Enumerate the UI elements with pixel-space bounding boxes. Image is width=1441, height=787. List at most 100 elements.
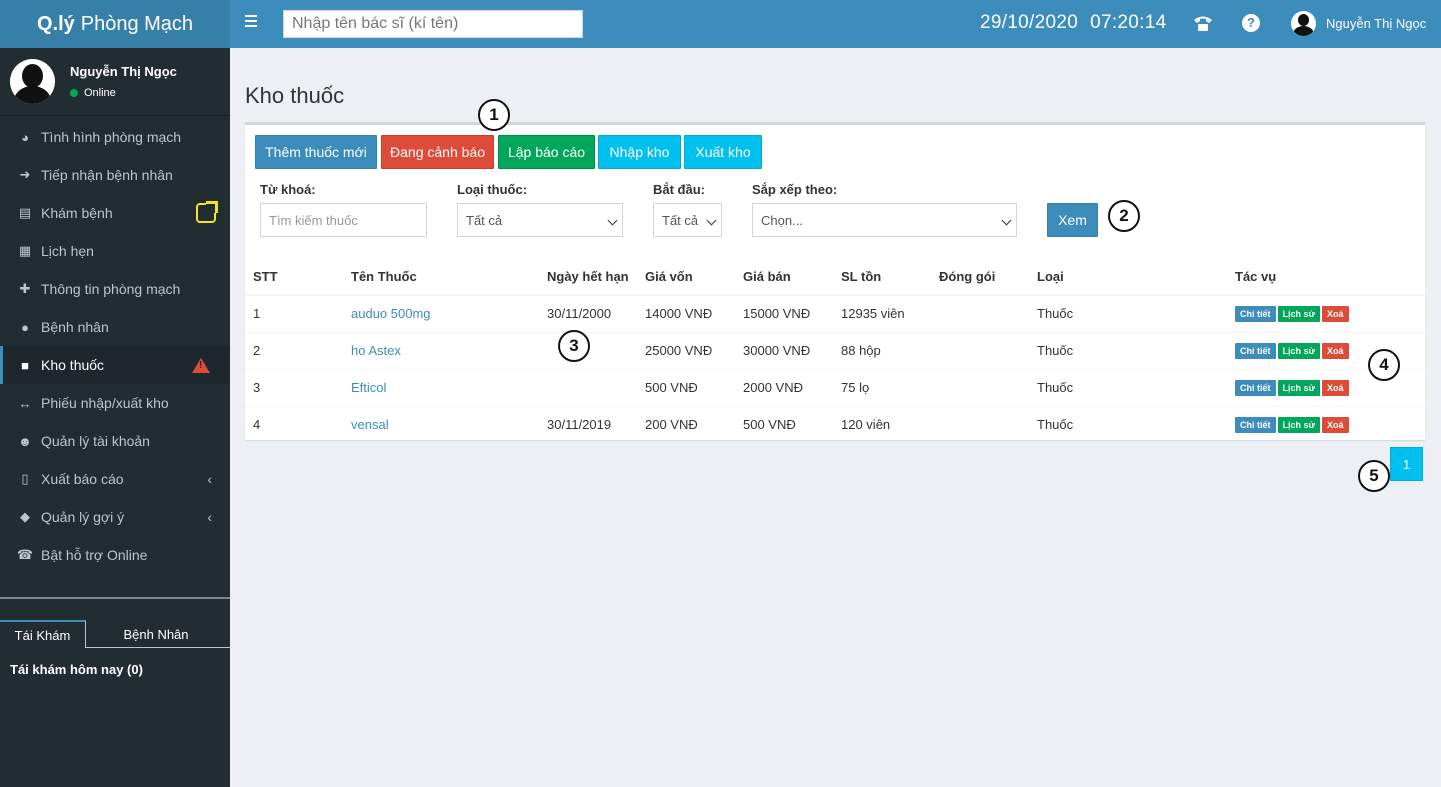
sidebar-item-kho-thuoc[interactable]: ■ Kho thuốc bbox=[0, 346, 230, 384]
clipboard-icon: ▤ bbox=[18, 205, 32, 220]
type-label: Loại thuốc: bbox=[457, 182, 528, 197]
detail-button[interactable]: Chi tiết bbox=[1235, 343, 1276, 359]
cell-cost: 200 VNĐ bbox=[637, 405, 735, 443]
sign-in-icon: ➜ bbox=[19, 167, 31, 182]
export-button[interactable]: Xuất kho bbox=[684, 135, 762, 169]
cell-type: Thuốc bbox=[1029, 368, 1227, 406]
sort-select[interactable]: Chọn... bbox=[752, 203, 1017, 237]
col-header[interactable]: SL tồn bbox=[833, 258, 931, 296]
col-header[interactable]: Ngày hết hạn bbox=[539, 258, 637, 296]
medicine-name-link[interactable]: ho Astex bbox=[343, 331, 539, 369]
col-header[interactable]: Tên Thuốc bbox=[343, 258, 539, 296]
callout-marker: 5 bbox=[1358, 460, 1390, 492]
sidebar-item-quan-ly-tai-khoan[interactable]: ☻ Quản lý tài khoản bbox=[18, 433, 150, 449]
report-button[interactable]: Lập báo cáo bbox=[498, 135, 595, 169]
warning-button[interactable]: Đang cảnh báo bbox=[381, 135, 494, 169]
table-row: 2 ho Astex 25000 VNĐ 30000 VNĐ 88 hộp Th… bbox=[245, 331, 1425, 369]
medicine-name-link[interactable]: Efticol bbox=[343, 368, 539, 406]
col-header[interactable]: Giá vốn bbox=[637, 258, 735, 296]
sidebar: Q.lý Phòng Mạch Nguyễn Thị Ngọc Online ◕… bbox=[0, 0, 230, 787]
col-header[interactable]: Đóng gói bbox=[931, 258, 1029, 296]
phone-icon: ☎ bbox=[16, 547, 34, 562]
sidebar-menu: ◕ Tình hình phòng mạch ➜ Tiếp nhận bệnh nh… bbox=[0, 118, 230, 574]
sidebar-item-tinh-hinh[interactable]: ◕ Tình hình phòng mạch bbox=[0, 118, 230, 156]
cell-pack bbox=[931, 368, 1029, 406]
top-header: 29/10/2020 07:20:14 ? Nguyễn Thị Ngọc bbox=[230, 0, 1441, 48]
tab-tai-kham[interactable]: Tái Khám bbox=[0, 620, 86, 648]
sidebar-user-name: Nguyễn Thị Ngọc bbox=[70, 64, 177, 79]
cell-actions: Chi tiết Lịch sử Xoá bbox=[1227, 368, 1425, 406]
sidebar-item-quan-ly-goi-y[interactable]: ◆ Quản lý gợi ý ‹ bbox=[20, 509, 212, 525]
history-button[interactable]: Lịch sử bbox=[1277, 306, 1321, 323]
cell-price: 2000 VNĐ bbox=[735, 368, 833, 406]
history-button[interactable]: Lịch sử bbox=[1277, 343, 1321, 359]
add-medicine-button[interactable]: Thêm thuốc mới bbox=[255, 135, 377, 169]
doctor-search-input[interactable] bbox=[283, 10, 583, 38]
delete-button[interactable]: Xoá bbox=[1322, 417, 1349, 434]
callout-marker: 4 bbox=[1368, 349, 1400, 381]
history-button[interactable]: Lịch sử bbox=[1277, 380, 1321, 396]
brand-logo[interactable]: Q.lý Phòng Mạch bbox=[0, 0, 230, 48]
start-label: Bắt đầu: bbox=[653, 182, 705, 197]
delete-button[interactable]: Xoá bbox=[1322, 343, 1349, 359]
delete-button[interactable]: Xoá bbox=[1322, 306, 1349, 323]
type-select[interactable]: Tất cả bbox=[457, 203, 623, 237]
sidebar-item-thong-tin[interactable]: ✚ Thông tin phòng mạch bbox=[19, 281, 181, 297]
cell-cost: 14000 VNĐ bbox=[637, 294, 735, 332]
cell-stock: 120 viên bbox=[833, 405, 931, 443]
cell-stt: 4 bbox=[245, 405, 343, 443]
delete-button[interactable]: Xoá bbox=[1322, 380, 1349, 396]
cell-stt: 1 bbox=[245, 294, 343, 332]
date-text: 29/10/2020 bbox=[980, 12, 1079, 33]
detail-button[interactable]: Chi tiết bbox=[1235, 417, 1276, 434]
avatar bbox=[10, 59, 55, 104]
sidebar-item-lich-hen[interactable]: ▦ Lịch hẹn bbox=[18, 243, 94, 259]
medicine-table: STT Tên Thuốc Ngày hết hạn Giá vốn Giá b… bbox=[245, 258, 1425, 443]
table-header-row: STT Tên Thuốc Ngày hết hạn Giá vốn Giá b… bbox=[245, 258, 1425, 296]
cell-stock: 12935 viên bbox=[833, 294, 931, 332]
inventory-box: Thêm thuốc mới Đang cảnh báo Lập báo cáo… bbox=[245, 122, 1425, 443]
chevron-down-icon bbox=[1001, 215, 1012, 226]
cell-actions: Chi tiết Lịch sử Xoá bbox=[1227, 294, 1425, 332]
tags-icon: ◆ bbox=[20, 509, 30, 524]
detail-button[interactable]: Chi tiết bbox=[1235, 306, 1276, 323]
cell-type: Thuốc bbox=[1029, 405, 1227, 443]
start-select[interactable]: Tất cả bbox=[653, 203, 722, 237]
pagination-page-1[interactable]: 1 bbox=[1390, 447, 1423, 481]
sidebar-item-tiep-nhan[interactable]: ➜ Tiếp nhận bệnh nhân bbox=[19, 167, 173, 183]
hamburger-menu-icon[interactable] bbox=[245, 15, 257, 27]
callout-marker: 2 bbox=[1108, 200, 1140, 232]
tab-benh-nhan[interactable]: Bệnh Nhân bbox=[123, 626, 189, 642]
medicine-name-link[interactable]: auduo 500mg bbox=[343, 294, 539, 332]
cell-stock: 75 lọ bbox=[833, 368, 931, 406]
col-header[interactable]: Giá bán bbox=[735, 258, 833, 296]
detail-button[interactable]: Chi tiết bbox=[1235, 380, 1276, 396]
cell-pack bbox=[931, 405, 1029, 443]
sidebar-item-xuat-bao-cao[interactable]: ▯ Xuất báo cáo ‹ bbox=[0, 460, 230, 498]
history-button[interactable]: Lịch sử bbox=[1277, 417, 1321, 434]
col-header[interactable]: Loại bbox=[1029, 258, 1227, 296]
arrows-h-icon: ↔ bbox=[18, 395, 32, 411]
import-button[interactable]: Nhập kho bbox=[598, 135, 681, 169]
chevron-left-icon: ‹ bbox=[207, 471, 212, 487]
cell-price: 500 VNĐ bbox=[735, 405, 833, 443]
sidebar-item-ho-tro-online[interactable]: ☎ Bật hỗ trợ Online bbox=[16, 547, 148, 563]
keyword-input[interactable]: Tìm kiếm thuốc bbox=[260, 203, 427, 237]
col-header[interactable]: STT bbox=[245, 258, 343, 296]
cell-pack bbox=[931, 294, 1029, 332]
sidebar-item-kham-benh[interactable]: ▤ Khám bệnh bbox=[0, 194, 230, 232]
medicine-name-link[interactable]: vensal bbox=[343, 405, 539, 443]
help-icon[interactable]: ? bbox=[1242, 14, 1260, 32]
cell-price: 15000 VNĐ bbox=[735, 294, 833, 332]
phone-icon[interactable] bbox=[1193, 14, 1213, 32]
header-avatar[interactable] bbox=[1291, 11, 1316, 36]
cell-actions: Chi tiết Lịch sử Xoá bbox=[1227, 405, 1425, 443]
chevron-left-icon: ‹ bbox=[207, 509, 212, 525]
table-row: 4 vensal 30/11/2019 200 VNĐ 500 VNĐ 120 … bbox=[245, 405, 1425, 443]
sidebar-item-benh-nhan[interactable]: ● Bệnh nhân bbox=[0, 308, 230, 346]
sidebar-item-phieu-nhap-xuat[interactable]: ↔ Phiếu nhập/xuất kho bbox=[18, 395, 169, 411]
external-link-icon[interactable] bbox=[196, 201, 218, 223]
header-user-name[interactable]: Nguyễn Thị Ngọc bbox=[1326, 16, 1427, 31]
view-button[interactable]: Xem bbox=[1047, 203, 1098, 237]
table-row: 1 auduo 500mg 30/11/2000 14000 VNĐ 15000… bbox=[245, 294, 1425, 332]
